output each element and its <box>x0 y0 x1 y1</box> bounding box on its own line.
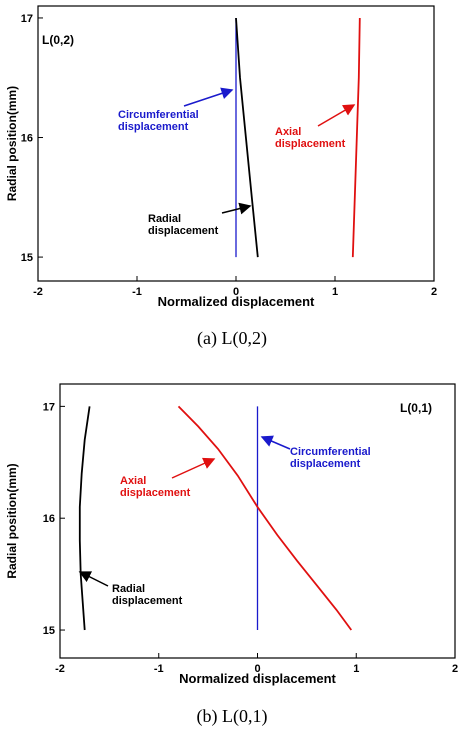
series-annotation-line: Radial <box>148 213 181 225</box>
series-annotation-line: Circumferential <box>118 109 199 121</box>
x-tick-label: -2 <box>55 663 65 675</box>
caption-b: (b) L(0,1) <box>197 706 268 727</box>
y-tick-label: 17 <box>21 13 33 25</box>
y-tick-label: 15 <box>21 252 33 264</box>
series-annotation-line: displacement <box>118 121 189 133</box>
annotation-arrow <box>78 571 109 587</box>
panel-label: L(0,1) <box>400 401 432 415</box>
x-tick-label: 1 <box>353 663 359 675</box>
series-line-axial-displacement <box>177 405 353 631</box>
annotation-arrow <box>221 202 252 215</box>
y-tick-label: 16 <box>43 513 55 525</box>
annotation-arrow <box>260 435 291 450</box>
x-tick-label: 0 <box>233 286 239 298</box>
y-tick-label: 17 <box>43 401 55 413</box>
x-tick-label: -1 <box>132 286 142 298</box>
series-annotation-line: displacement <box>290 458 361 470</box>
series-annotation-line: Axial <box>275 126 301 138</box>
series-annotation-line: Circumferential <box>290 446 371 458</box>
y-tick-label: 15 <box>43 625 55 637</box>
y-axis-label: Radial position(mm) <box>5 86 19 201</box>
series-annotation: Axial displacement <box>275 126 346 150</box>
series-annotation: Circumferential displacement <box>290 446 371 470</box>
series-annotation-line: Axial <box>120 475 146 487</box>
series-annotation: Radial displacement <box>148 213 219 237</box>
series-line-axial-displacement <box>351 17 361 258</box>
x-tick-label: 2 <box>452 663 458 675</box>
series-annotation-line: Radial <box>112 583 145 595</box>
annotation-arrow <box>183 87 234 107</box>
series-annotation: Radial displacement <box>112 583 183 607</box>
series-annotation-line: displacement <box>112 595 183 607</box>
series-line-radial-displacement <box>235 17 259 258</box>
x-tick-label: 1 <box>332 286 338 298</box>
x-axis-label: Normalized displacement <box>158 294 315 309</box>
annotation-arrow <box>171 457 216 479</box>
x-tick-label: -2 <box>33 286 43 298</box>
panel-label: L(0,2) <box>42 33 74 47</box>
series-annotation: Axial displacement <box>120 475 191 499</box>
x-tick-label: 2 <box>431 286 437 298</box>
series-annotation-line: displacement <box>275 138 346 150</box>
series-annotation-line: displacement <box>148 225 219 237</box>
caption-a: (a) L(0,2) <box>197 328 267 349</box>
x-axis-label: Normalized displacement <box>179 671 336 686</box>
series-annotation-line: displacement <box>120 487 191 499</box>
annotation-arrow <box>317 104 356 127</box>
x-tick-label: 0 <box>254 663 260 675</box>
x-tick-label: -1 <box>154 663 164 675</box>
series-line-radial-displacement <box>78 406 91 631</box>
chart-panel-a: -2 -1 0 1 2 15 16 17 Normalized displacement Radi… <box>5 5 437 309</box>
chart-panel-b: -2 -1 0 1 2 15 16 17 Normalized displacement Radi… <box>5 383 458 686</box>
series-annotation: Circumferential displacement <box>118 109 199 133</box>
y-tick-label: 16 <box>21 133 33 145</box>
y-axis-label: Radial position(mm) <box>5 463 19 578</box>
